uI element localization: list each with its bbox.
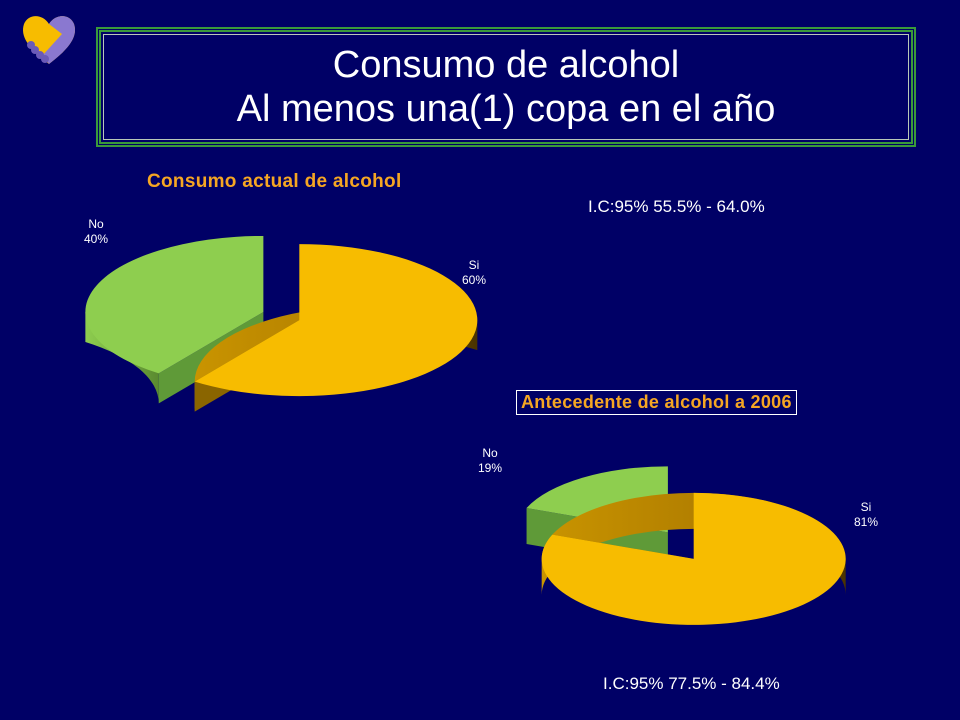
chart-2-label-no: No 19% <box>478 446 502 476</box>
chart-2-title: Antecedente de alcohol a 2006 <box>516 390 797 415</box>
chart-2-label-si-category: Si <box>860 500 872 514</box>
chart-1-label-si-category: Si <box>468 258 480 272</box>
chart-1-label-si: Si 60% <box>462 258 486 288</box>
chart-1-slice-no <box>85 235 264 374</box>
chart-2-label-si-value: 81% <box>854 515 879 529</box>
heart-handshake-icon <box>23 16 75 64</box>
slide-title: Consumo de alcohol Al menos una(1) copa … <box>96 27 916 147</box>
chart-2-label-no-value: 19% <box>478 461 503 475</box>
title-line-2: Al menos una(1) copa en el año <box>236 88 776 130</box>
chart-2-confidence-interval: I.C:95% 77.5% - 84.4% <box>603 674 780 693</box>
chart-1-label-no: No 40% <box>84 217 108 247</box>
chart-2-label-si: Si 81% <box>854 500 878 530</box>
chart-1-label-no-category: No <box>88 217 104 231</box>
chart-2-slice-si <box>541 492 846 625</box>
chart-1-label-si-value: 60% <box>462 273 487 287</box>
chart-1-slice-si <box>194 244 478 397</box>
chart-1-label-no-value: 40% <box>84 232 109 246</box>
chart-2-label-no-category: No <box>482 446 498 460</box>
chart-1-confidence-interval: I.C:95% 55.5% - 64.0% <box>588 197 765 216</box>
title-line-1: Consumo de alcohol <box>332 44 680 86</box>
chart-1-title: Consumo actual de alcohol <box>147 171 402 192</box>
